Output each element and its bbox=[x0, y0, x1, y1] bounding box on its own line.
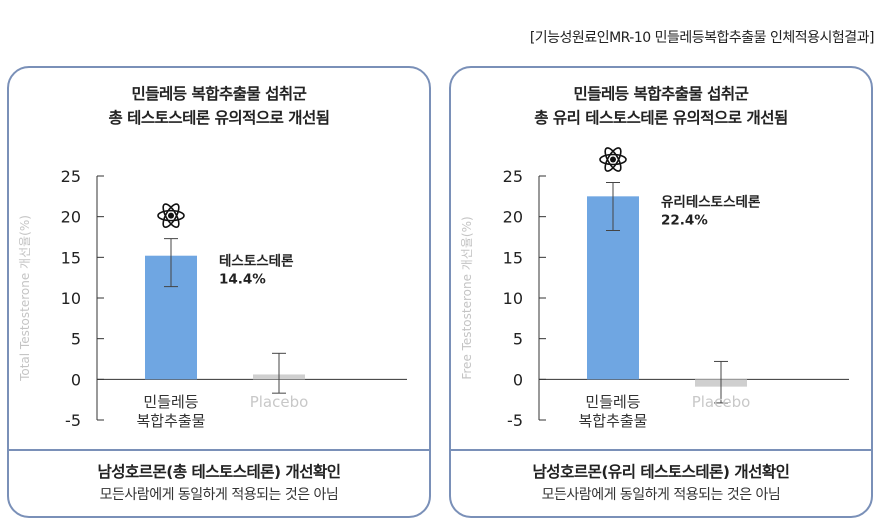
bar-chart-free-testosterone: Free Testosterone 개선율(%) -5 0 5 10 15 20 25 민들레등… bbox=[460, 147, 849, 430]
bar-annotation-value: 14.4% bbox=[219, 272, 266, 288]
atom-orbit bbox=[162, 203, 180, 228]
category-label: Placebo bbox=[250, 393, 309, 411]
y-tick-label: 15 bbox=[503, 248, 523, 267]
panel-title-line2: 총 테스토스테론 유의적으로 개선됨 bbox=[108, 109, 330, 127]
atom-icon bbox=[599, 147, 627, 172]
y-axis-label: Free Testosterone 개선율(%) bbox=[460, 216, 474, 379]
panel-title: 민들레등 복합추출물 섭취군 총 테스토스테론 유의적으로 개선됨 bbox=[9, 82, 429, 130]
atom-orbit bbox=[604, 147, 622, 172]
category-label: 복합추출물 bbox=[136, 412, 205, 430]
panel-title-line1: 민들레등 복합추출물 섭취군 bbox=[131, 85, 307, 103]
panel-footer: 남성호르몬(총 테스토스테론) 개선확인 모든사람에게 동일하게 적용되는 것은… bbox=[9, 460, 429, 506]
panel-divider bbox=[451, 449, 871, 451]
category-label: 민들레등 bbox=[143, 393, 198, 411]
atom-orbit bbox=[162, 203, 180, 228]
y-tick-label: 10 bbox=[61, 289, 81, 308]
y-tick-label: 15 bbox=[61, 248, 81, 267]
y-tick-label: 20 bbox=[503, 208, 523, 227]
y-axis-label: Total Testosterone 개선율(%) bbox=[18, 215, 32, 382]
y-tick-label: 20 bbox=[61, 208, 81, 227]
y-tick-label: 0 bbox=[513, 370, 523, 389]
bar-chart-total-testosterone: Total Testosterone 개선율(%) -5 0 5 10 15 20 25 민들레… bbox=[18, 167, 407, 430]
y-tick-label: -5 bbox=[65, 411, 81, 430]
atom-nucleus bbox=[168, 212, 174, 219]
category-label: 복합추출물 bbox=[578, 412, 647, 430]
chart-panel-free: 민들레등 복합추출물 섭취군 총 유리 테스토스테론 유의적으로 개선됨 Fre… bbox=[449, 66, 873, 518]
panel-divider bbox=[9, 449, 429, 451]
y-tick-label: 5 bbox=[513, 330, 523, 349]
figure-caption: [기능성원료인MR-10 민들레등복합추출물 인체적용시험결과] bbox=[529, 30, 875, 46]
y-tick-label: 5 bbox=[71, 330, 81, 349]
y-tick-label: 25 bbox=[61, 167, 81, 186]
atom-nucleus bbox=[610, 156, 616, 163]
panel-title-line2: 총 유리 테스토스테론 유의적으로 개선됨 bbox=[534, 109, 788, 127]
atom-orbit bbox=[599, 153, 627, 166]
atom-icon bbox=[157, 203, 185, 228]
bar-annotation-label: 테스토스테론 bbox=[219, 254, 294, 270]
footer-main-text: 남성호르몬(유리 테스토스테론) 개선확인 bbox=[532, 463, 790, 481]
y-tick-label: 25 bbox=[503, 167, 523, 186]
atom-orbit bbox=[157, 209, 185, 222]
y-tick-label: -5 bbox=[507, 411, 523, 430]
atom-orbit bbox=[604, 147, 622, 172]
panel-footer: 남성호르몬(유리 테스토스테론) 개선확인 모든사람에게 동일하게 적용되는 것… bbox=[451, 460, 871, 506]
footer-sub-text: 모든사람에게 동일하게 적용되는 것은 아님 bbox=[541, 487, 781, 503]
y-tick-label: 0 bbox=[71, 370, 81, 389]
chart-panel-total: 민들레등 복합추출물 섭취군 총 테스토스테론 유의적으로 개선됨 Total … bbox=[7, 66, 431, 518]
bar-annotation-label: 유리테스토스테론 bbox=[661, 194, 761, 210]
y-tick-label: 10 bbox=[503, 289, 523, 308]
category-label: 민들레등 bbox=[585, 393, 640, 411]
panel-title: 민들레등 복합추출물 섭취군 총 유리 테스토스테론 유의적으로 개선됨 bbox=[451, 82, 871, 130]
footer-sub-text: 모든사람에게 동일하게 적용되는 것은 아님 bbox=[99, 487, 339, 503]
bar-annotation-value: 22.4% bbox=[661, 212, 708, 228]
category-label: Placebo bbox=[692, 393, 751, 411]
panel-title-line1: 민들레등 복합추출물 섭취군 bbox=[573, 85, 749, 103]
footer-main-text: 남성호르몬(총 테스토스테론) 개선확인 bbox=[97, 463, 341, 481]
